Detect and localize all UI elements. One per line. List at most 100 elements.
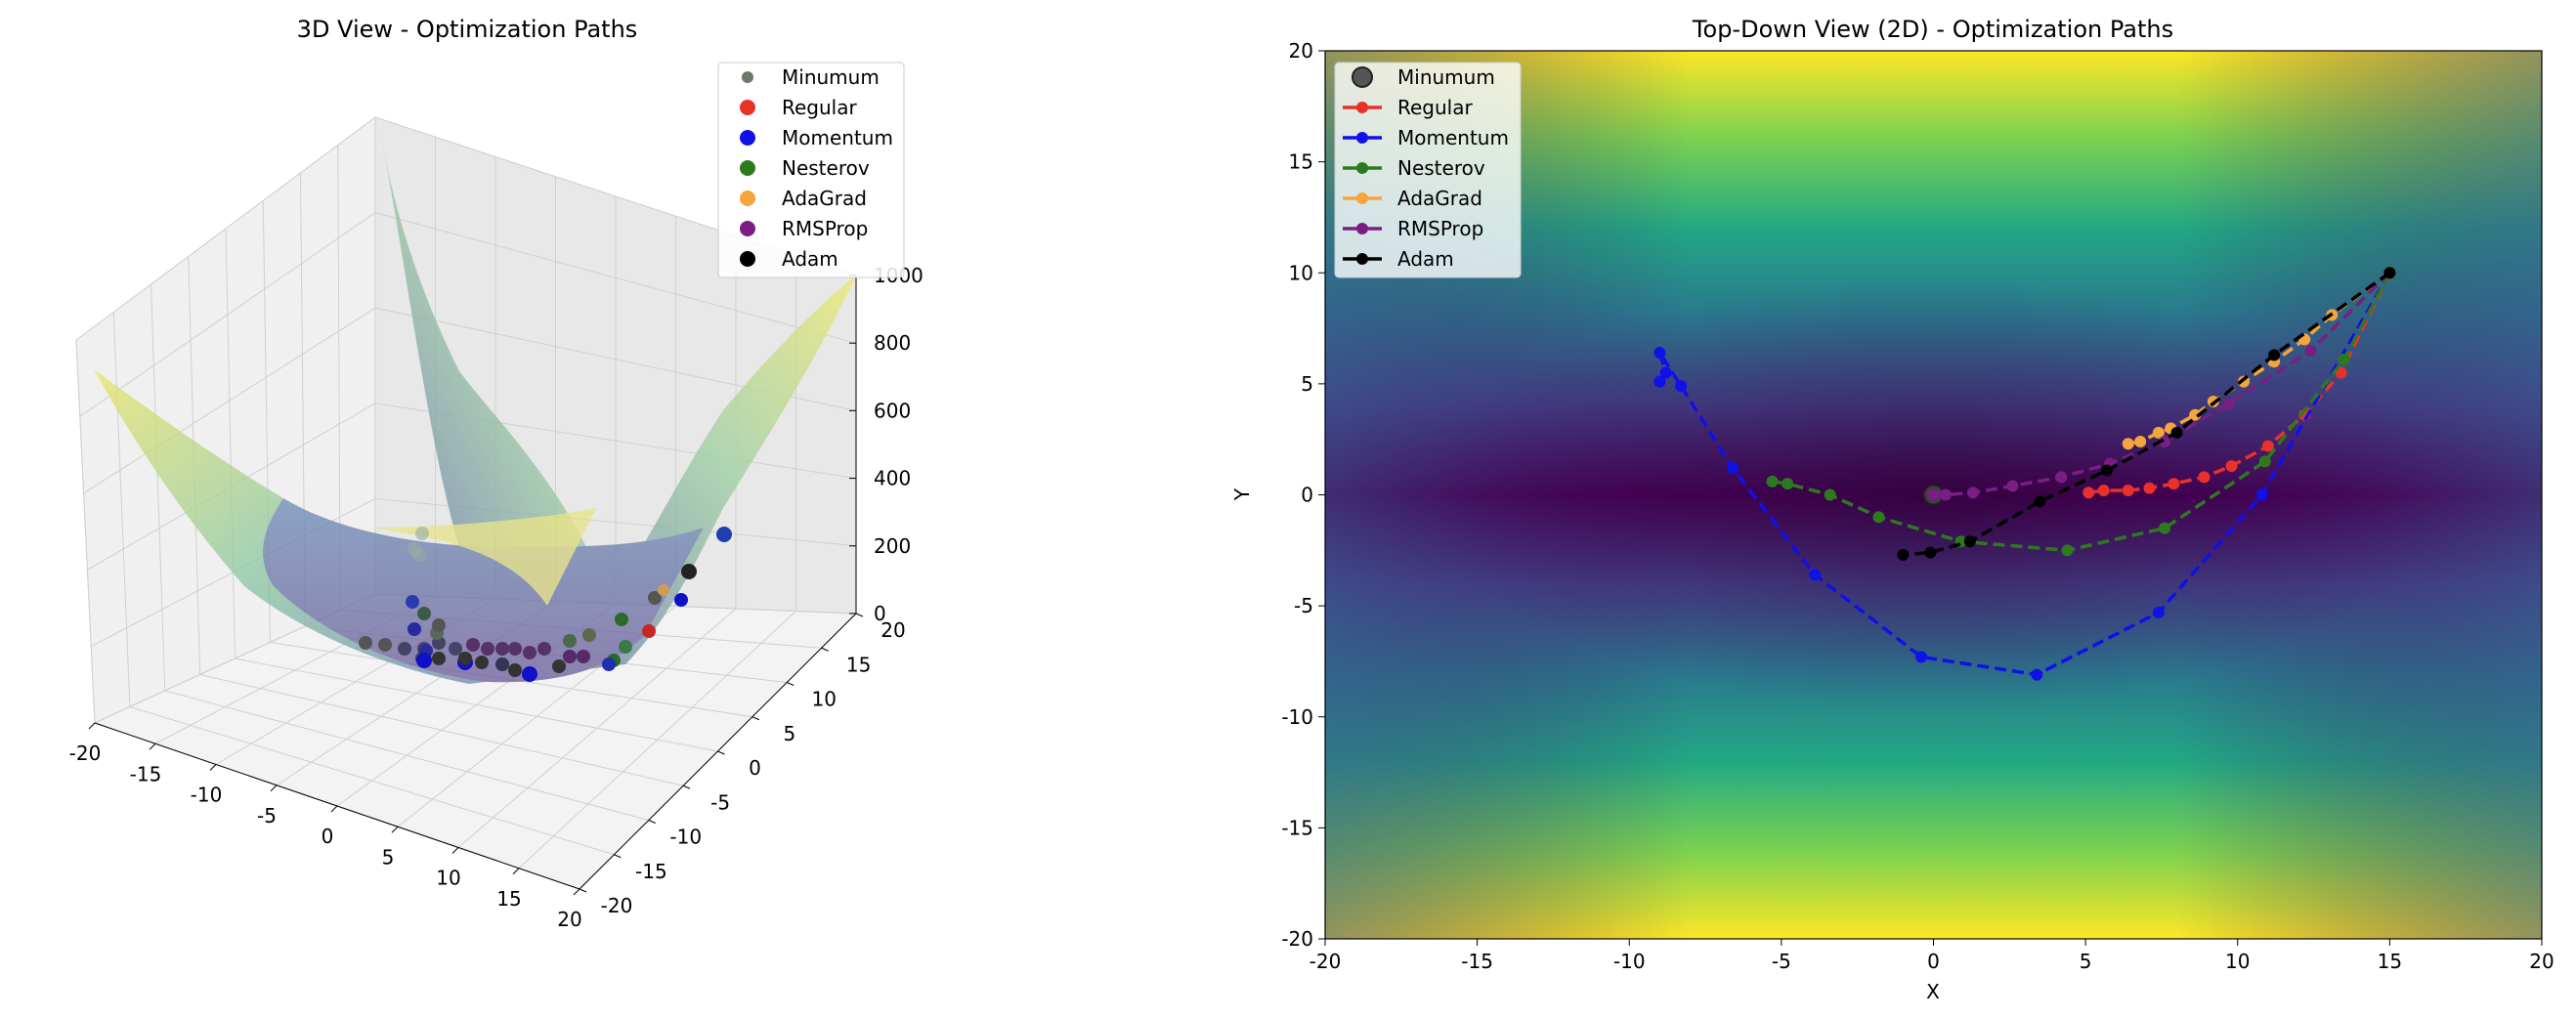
x-tick-label: 20 bbox=[2529, 950, 2554, 973]
x-tick-mark-3d bbox=[149, 742, 156, 750]
y-tick-mark-3d bbox=[787, 682, 794, 686]
legend-3d-marker bbox=[740, 221, 755, 236]
legend-3d-marker bbox=[740, 251, 755, 267]
point-adam bbox=[2034, 495, 2046, 508]
point-rmsprop bbox=[1927, 488, 1940, 501]
point-regular bbox=[2261, 440, 2274, 452]
x-tick-label-3d: 5 bbox=[382, 845, 395, 869]
point-3d bbox=[681, 564, 697, 579]
legend-2d-marker bbox=[1356, 132, 1368, 144]
x-tick-label: -20 bbox=[1309, 950, 1342, 973]
point-adagrad bbox=[2152, 426, 2165, 439]
point-3d bbox=[475, 656, 489, 669]
legend-3d-label: Nesterov bbox=[782, 156, 870, 180]
grid-3d-line bbox=[75, 339, 96, 724]
point-adam bbox=[1963, 535, 1976, 548]
point-3d bbox=[458, 652, 472, 665]
y-tick-label-3d: 15 bbox=[846, 653, 871, 676]
point-adagrad bbox=[2134, 435, 2147, 447]
grid-3d-line bbox=[87, 403, 857, 571]
point-momentum bbox=[2031, 668, 2043, 681]
legend-2d-label: Momentum bbox=[1397, 126, 1509, 149]
x-tick-label: -15 bbox=[1461, 950, 1493, 973]
point-momentum bbox=[1915, 651, 1928, 663]
grid-3d-line bbox=[225, 228, 236, 659]
point-3d bbox=[432, 618, 446, 632]
point-regular bbox=[2198, 471, 2211, 484]
y-tick-label-3d: -5 bbox=[710, 790, 730, 814]
x-tick-label-3d: -20 bbox=[69, 742, 102, 765]
legend-3d-label: Momentum bbox=[782, 126, 893, 149]
x-tick-label: -5 bbox=[1772, 950, 1791, 973]
point-3d bbox=[481, 642, 494, 656]
grid-3d-line bbox=[75, 116, 857, 341]
paths-2d bbox=[1653, 267, 2396, 681]
legend-2d-entries: Minumum Regular Momentum Nesterov AdaGrad RMS… bbox=[1343, 65, 1509, 271]
y-tick-label: 0 bbox=[1301, 484, 1313, 507]
x-tick-mark-3d bbox=[512, 868, 520, 875]
point-3d bbox=[563, 650, 577, 663]
point-momentum bbox=[1653, 375, 1666, 388]
y-tick-label-3d: 20 bbox=[880, 618, 905, 642]
x-tick-mark-3d bbox=[270, 785, 278, 792]
point-3d bbox=[508, 642, 522, 656]
legend-2d-label: Minumum bbox=[1397, 65, 1495, 89]
point-3d bbox=[415, 527, 429, 540]
grid-3d-line bbox=[235, 657, 718, 752]
legend-2d-label: Nesterov bbox=[1397, 156, 1485, 180]
point-adagrad bbox=[2122, 438, 2134, 450]
legend-3d-marker bbox=[740, 100, 755, 115]
legend-2d-label: Regular bbox=[1397, 96, 1473, 119]
legend-3d-entries: Minumum Regular Momentum Nesterov AdaGrad RMS… bbox=[740, 65, 893, 271]
x-tick-label: 10 bbox=[2225, 950, 2250, 973]
grid-3d-line bbox=[79, 212, 857, 417]
grid-3d-line bbox=[518, 611, 796, 870]
point-3d bbox=[417, 607, 431, 620]
point-nesterov bbox=[1824, 488, 1836, 501]
chart-2d: Top-Down View (2D) - Optimization Paths … bbox=[1230, 16, 2555, 1003]
point-3d bbox=[582, 628, 596, 642]
chart-3d-title: 3D View - Optimization Paths bbox=[297, 16, 638, 43]
point-regular bbox=[2143, 482, 2156, 494]
point-regular bbox=[2122, 484, 2134, 496]
point-rmsprop bbox=[2304, 344, 2317, 357]
y-tick-label: 10 bbox=[1289, 261, 1313, 284]
point-3d bbox=[648, 591, 662, 605]
surface-right-wing bbox=[547, 276, 856, 674]
point-3d bbox=[577, 650, 590, 663]
point-regular bbox=[2168, 478, 2180, 490]
point-nesterov bbox=[2338, 353, 2350, 365]
legend-3d-marker bbox=[740, 130, 755, 146]
y-tick-label: -15 bbox=[1281, 816, 1313, 839]
point-3d bbox=[495, 657, 509, 671]
y-tick-label-3d: 0 bbox=[749, 756, 761, 780]
y-tick-label-3d: 10 bbox=[812, 688, 837, 711]
point-3d bbox=[522, 666, 537, 682]
point-3d bbox=[432, 652, 446, 665]
point-rmsprop bbox=[2055, 471, 2068, 484]
y-tick-mark-3d bbox=[614, 854, 622, 859]
point-3d bbox=[495, 642, 509, 656]
y-tick-mark-3d bbox=[648, 820, 656, 824]
x-tick-label: 5 bbox=[2080, 950, 2092, 973]
y-tick-mark-3d bbox=[579, 888, 587, 893]
point-3d bbox=[416, 653, 432, 668]
point-nesterov bbox=[1766, 475, 1779, 488]
legend-2d-minimum-marker bbox=[1352, 66, 1373, 88]
y-tick-label: -5 bbox=[1294, 594, 1313, 617]
legend-2d-label: AdaGrad bbox=[1397, 187, 1482, 210]
point-3d bbox=[466, 638, 480, 652]
x-axis-label: X bbox=[1926, 980, 1940, 1003]
y-tick-mark-3d bbox=[821, 647, 829, 652]
x-tick-label-3d: -10 bbox=[191, 784, 223, 807]
legend-2d-marker bbox=[1356, 253, 1368, 265]
legend-2d-frame bbox=[1334, 62, 1522, 278]
point-3d bbox=[563, 634, 577, 648]
point-3d bbox=[449, 642, 462, 656]
point-nesterov bbox=[2258, 455, 2271, 468]
legend-3d-frame bbox=[717, 62, 905, 278]
z-tick-label-3d: 400 bbox=[874, 467, 911, 490]
point-3d bbox=[642, 624, 656, 638]
point-3d bbox=[378, 638, 392, 652]
